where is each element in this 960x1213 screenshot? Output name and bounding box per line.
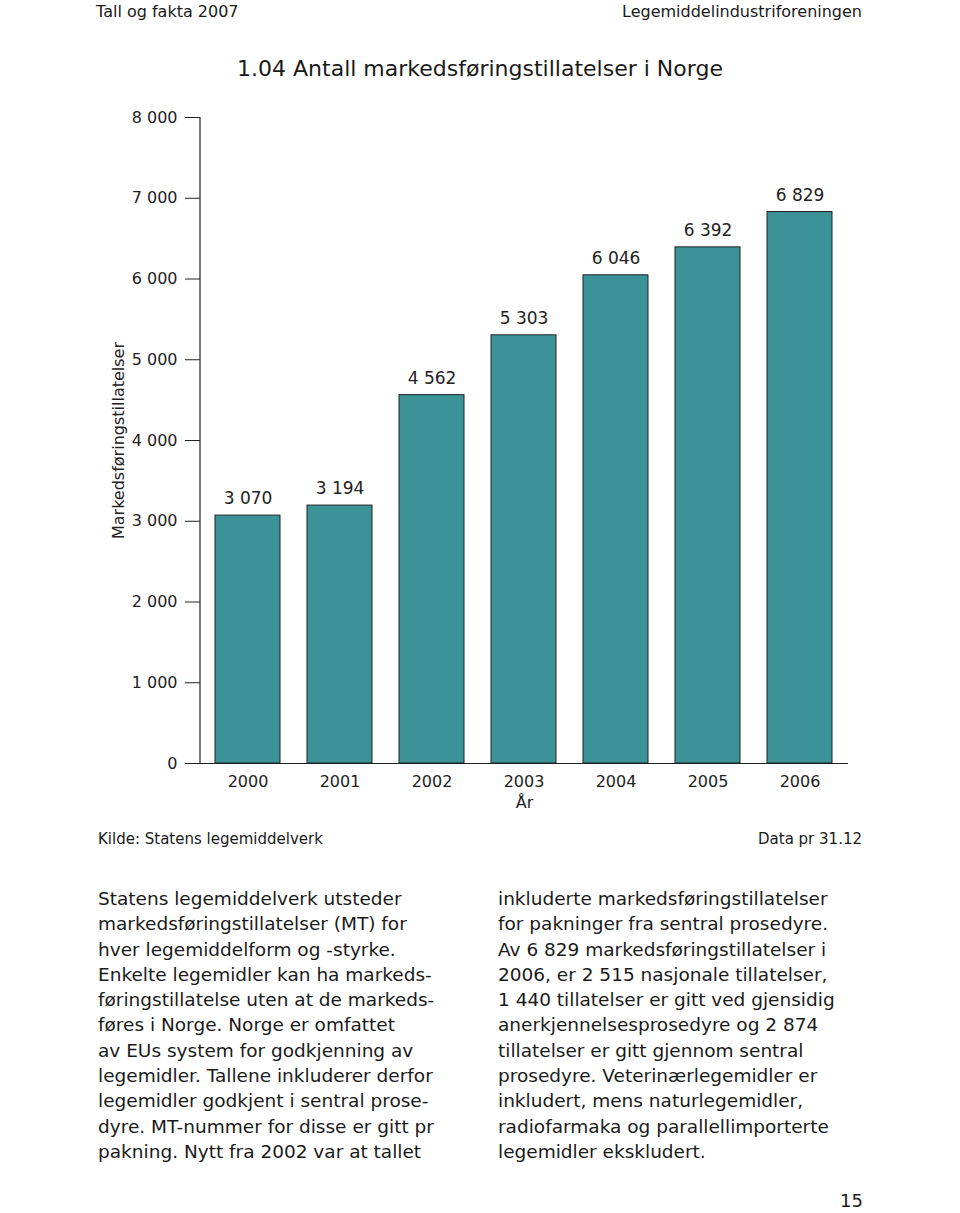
html-text:Enkelte legemidler kan ha mark: Enkelte legemidler kan ha markeds- <box>98 963 432 985</box>
svg-text:5 000: 5 000 <box>132 350 178 369</box>
html-text:Legemiddelindustriforeningen: Legemiddelindustriforeningen <box>622 2 862 21</box>
html-text:Kilde: Statens legemiddelverk: Kilde: Statens legemiddelverk <box>98 830 323 848</box>
svg-text:4 562: 4 562 <box>408 368 457 388</box>
html-text:radiofarmaka og parallellimpor: radiofarmaka og parallellimporterte <box>498 1115 829 1137</box>
svg-text:År: År <box>516 793 534 812</box>
svg-text:2006: 2006 <box>780 772 821 791</box>
html-text:dyre. MT-nummer for disse er g: dyre. MT-nummer for disse er gitt pr <box>98 1115 434 1137</box>
svg-text:0: 0 <box>167 754 177 773</box>
html-text:1.04 Antall markedsføringstill: 1.04 Antall markedsføringstillatelser i … <box>237 56 723 81</box>
html-text:inkludert, mens naturlegemidle: inkludert, mens naturlegemidler, <box>498 1090 803 1112</box>
svg-text:3 194: 3 194 <box>316 478 365 498</box>
svg-text:2002: 2002 <box>412 772 453 791</box>
svg-text:2000: 2000 <box>228 772 269 791</box>
html-text:anerkjennelsesprosedyre og 2 8: anerkjennelsesprosedyre og 2 874 <box>498 1014 819 1036</box>
svg-text:2 000: 2 000 <box>132 592 178 611</box>
svg-text:2004: 2004 <box>596 772 637 791</box>
svg-text:6 046: 6 046 <box>592 248 641 268</box>
html-text:føres i Norge. Norge er omfatt: føres i Norge. Norge er omfattet <box>98 1014 395 1036</box>
svg-text:4 000: 4 000 <box>132 431 178 450</box>
html-text:Av 6 829 markedsføringstillate: Av 6 829 markedsføringstillatelser i <box>498 938 827 960</box>
svg-text:1 000: 1 000 <box>132 673 178 692</box>
svg-text:3 070: 3 070 <box>224 488 273 508</box>
html-text:markedsføringstillatelser (MT): markedsføringstillatelser (MT) for <box>98 913 407 935</box>
svg-text:3 000: 3 000 <box>132 511 178 530</box>
svg-text:8 000: 8 000 <box>132 108 178 127</box>
html-text:legemidler godkjent i sentral: legemidler godkjent i sentral prose- <box>98 1090 429 1112</box>
svg-text:6 000: 6 000 <box>132 269 178 288</box>
svg-text:2003: 2003 <box>504 772 545 791</box>
svg-text:6 829: 6 829 <box>776 184 825 204</box>
html-text:legemidler ekskludert.: legemidler ekskludert. <box>498 1141 706 1162</box>
html-text:pakning. Nytt fra 2002 var at: pakning. Nytt fra 2002 var at tallet <box>98 1141 422 1162</box>
html-text:for pakninger fra sentral pros: for pakninger fra sentral prosedyre. <box>498 913 828 935</box>
html-text:Data pr 31.12: Data pr 31.12 <box>758 830 862 848</box>
html-text:Statens legemiddelverk utstede: Statens legemiddelverk utsteder <box>98 888 402 909</box>
html-text:2006, er 2 515 nasjonale tilla: 2006, er 2 515 nasjonale tillatelser, <box>498 963 828 985</box>
html-text:føringstillatelse uten at de m: føringstillatelse uten at de markeds- <box>98 989 435 1011</box>
html-text:tillatelser er gitt gjennom se: tillatelser er gitt gjennom sentral <box>498 1039 804 1061</box>
svg-text:Markedsføringstillatelser: Markedsføringstillatelser <box>109 342 128 539</box>
svg-text:2001: 2001 <box>320 772 361 791</box>
svg-text:2005: 2005 <box>688 772 729 791</box>
html-text:legemidler. Tallene inkluderer: legemidler. Tallene inkluderer derfor <box>98 1065 433 1087</box>
html-text:hver legemiddelform og -styrke: hver legemiddelform og -styrke. <box>98 938 396 960</box>
html-text:1 440 tillatelser er gitt ved: 1 440 tillatelser er gitt ved gjensidig <box>498 989 835 1011</box>
html-text:Tall og fakta 2007: Tall og fakta 2007 <box>96 2 239 21</box>
svg-text:6 392: 6 392 <box>684 220 733 240</box>
html-text:15: 15 <box>840 1190 863 1211</box>
svg-text:5 303: 5 303 <box>500 308 549 328</box>
html-text:prosedyre. Veterinærlegemidler: prosedyre. Veterinærlegemidler er <box>498 1065 818 1087</box>
html-text:av EUs system for godkjenning: av EUs system for godkjenning av <box>98 1039 414 1061</box>
html-text:inkluderte markedsføringstilla: inkluderte markedsføringstillatelser <box>498 888 828 909</box>
svg-text:7 000: 7 000 <box>132 188 178 207</box>
